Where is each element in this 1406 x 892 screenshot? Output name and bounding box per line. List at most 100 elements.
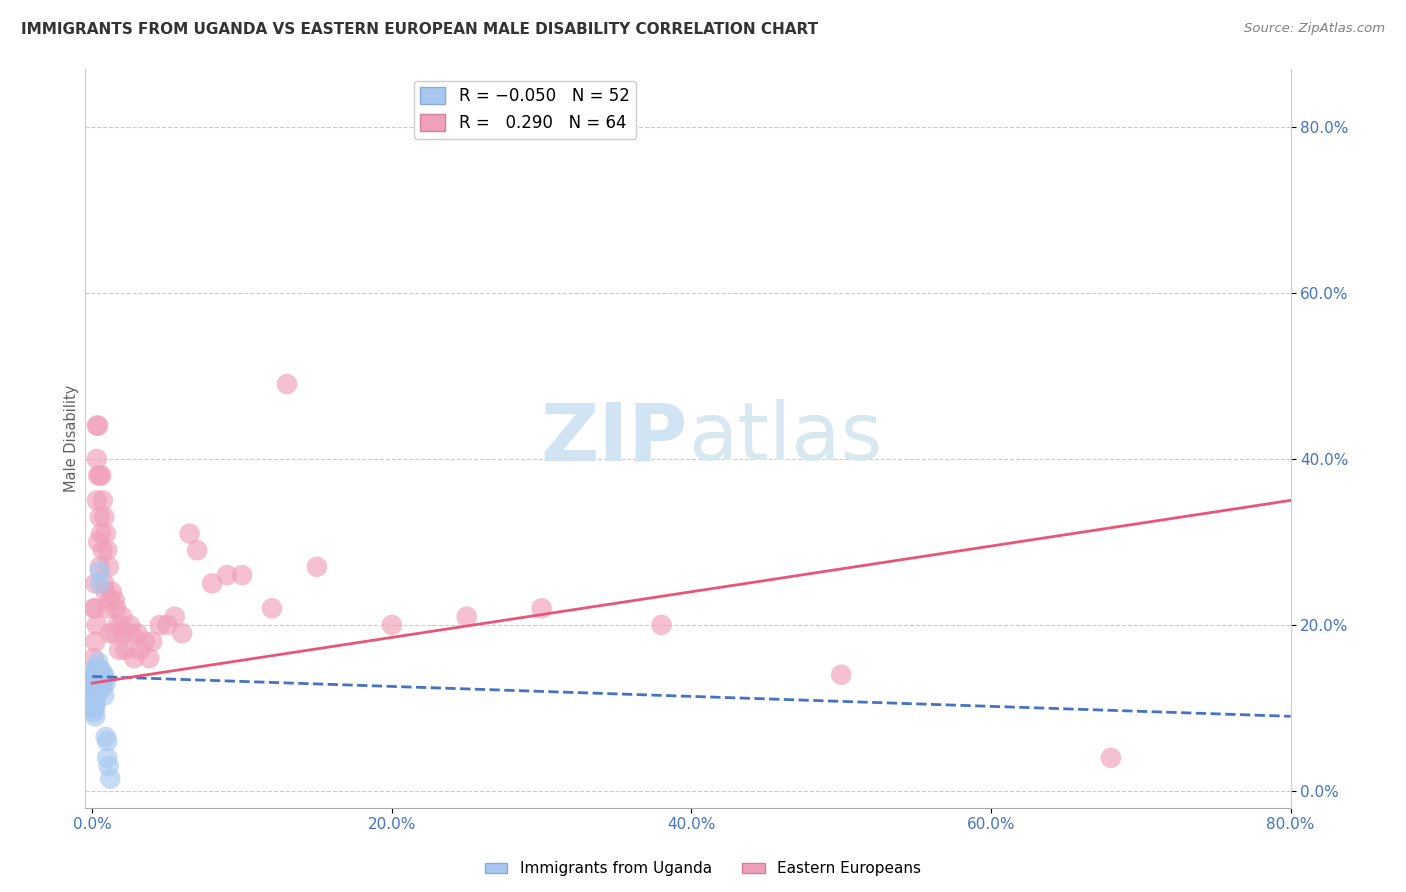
Point — [86, 418, 108, 433]
Point — [83, 689, 105, 703]
Text: atlas: atlas — [688, 399, 882, 477]
Legend: Immigrants from Uganda, Eastern Europeans: Immigrants from Uganda, Eastern European… — [478, 855, 928, 882]
Point — [83, 667, 105, 681]
Point — [83, 680, 105, 694]
Point — [97, 759, 120, 773]
Point — [89, 664, 111, 678]
Point — [86, 667, 108, 681]
Point — [90, 468, 112, 483]
Point — [86, 676, 108, 690]
Point — [86, 664, 108, 678]
Point — [89, 564, 111, 578]
Point — [122, 651, 145, 665]
Point — [112, 626, 135, 640]
Point — [83, 692, 105, 706]
Point — [156, 618, 179, 632]
Point — [276, 377, 298, 392]
Point — [89, 510, 111, 524]
Point — [1099, 751, 1122, 765]
Point — [83, 701, 105, 715]
Point — [91, 493, 114, 508]
Point — [91, 680, 114, 694]
Y-axis label: Male Disability: Male Disability — [65, 384, 79, 491]
Point — [84, 692, 107, 706]
Point — [87, 468, 110, 483]
Point — [86, 689, 108, 703]
Point — [381, 618, 404, 632]
Point — [93, 672, 115, 686]
Point — [91, 543, 114, 558]
Point — [89, 468, 111, 483]
Point — [86, 659, 108, 673]
Point — [138, 651, 160, 665]
Point — [94, 676, 117, 690]
Point — [179, 526, 201, 541]
Point — [260, 601, 283, 615]
Point — [93, 689, 115, 703]
Point — [87, 656, 110, 670]
Point — [305, 559, 328, 574]
Point — [94, 526, 117, 541]
Legend: R = −0.050   N = 52, R =   0.290   N = 64: R = −0.050 N = 52, R = 0.290 N = 64 — [413, 80, 636, 138]
Point — [93, 667, 115, 681]
Point — [87, 676, 110, 690]
Point — [84, 680, 107, 694]
Point — [93, 510, 115, 524]
Point — [87, 418, 110, 433]
Point — [82, 676, 104, 690]
Point — [83, 601, 105, 615]
Point — [104, 593, 127, 607]
Point — [118, 618, 141, 632]
Point — [94, 730, 117, 744]
Point — [84, 664, 107, 678]
Point — [84, 701, 107, 715]
Point — [100, 584, 122, 599]
Point — [108, 643, 131, 657]
Point — [86, 618, 108, 632]
Point — [96, 751, 118, 765]
Point — [84, 684, 107, 698]
Point — [84, 697, 107, 711]
Point — [96, 543, 118, 558]
Point — [84, 676, 107, 690]
Point — [97, 559, 120, 574]
Point — [98, 626, 121, 640]
Point — [830, 667, 852, 681]
Point — [105, 601, 128, 615]
Point — [89, 676, 111, 690]
Point — [91, 672, 114, 686]
Point — [96, 734, 118, 748]
Point — [83, 705, 105, 719]
Point — [83, 684, 105, 698]
Point — [84, 709, 107, 723]
Point — [91, 667, 114, 681]
Text: Source: ZipAtlas.com: Source: ZipAtlas.com — [1244, 22, 1385, 36]
Point — [163, 609, 186, 624]
Point — [82, 680, 104, 694]
Point — [215, 568, 238, 582]
Point — [129, 643, 152, 657]
Point — [94, 584, 117, 599]
Text: IMMIGRANTS FROM UGANDA VS EASTERN EUROPEAN MALE DISABILITY CORRELATION CHART: IMMIGRANTS FROM UGANDA VS EASTERN EUROPE… — [21, 22, 818, 37]
Point — [84, 634, 107, 648]
Point — [201, 576, 224, 591]
Point — [90, 676, 112, 690]
Point — [89, 559, 111, 574]
Point — [127, 626, 149, 640]
Point — [84, 689, 107, 703]
Point — [83, 651, 105, 665]
Point — [86, 493, 108, 508]
Point — [98, 772, 121, 786]
Point — [107, 618, 129, 632]
Point — [86, 672, 108, 686]
Point — [96, 601, 118, 615]
Point — [114, 643, 136, 657]
Point — [134, 634, 156, 648]
Point — [83, 676, 105, 690]
Point — [82, 676, 104, 690]
Point — [84, 667, 107, 681]
Point — [172, 626, 194, 640]
Point — [111, 609, 134, 624]
Point — [650, 618, 672, 632]
Point — [86, 451, 108, 466]
